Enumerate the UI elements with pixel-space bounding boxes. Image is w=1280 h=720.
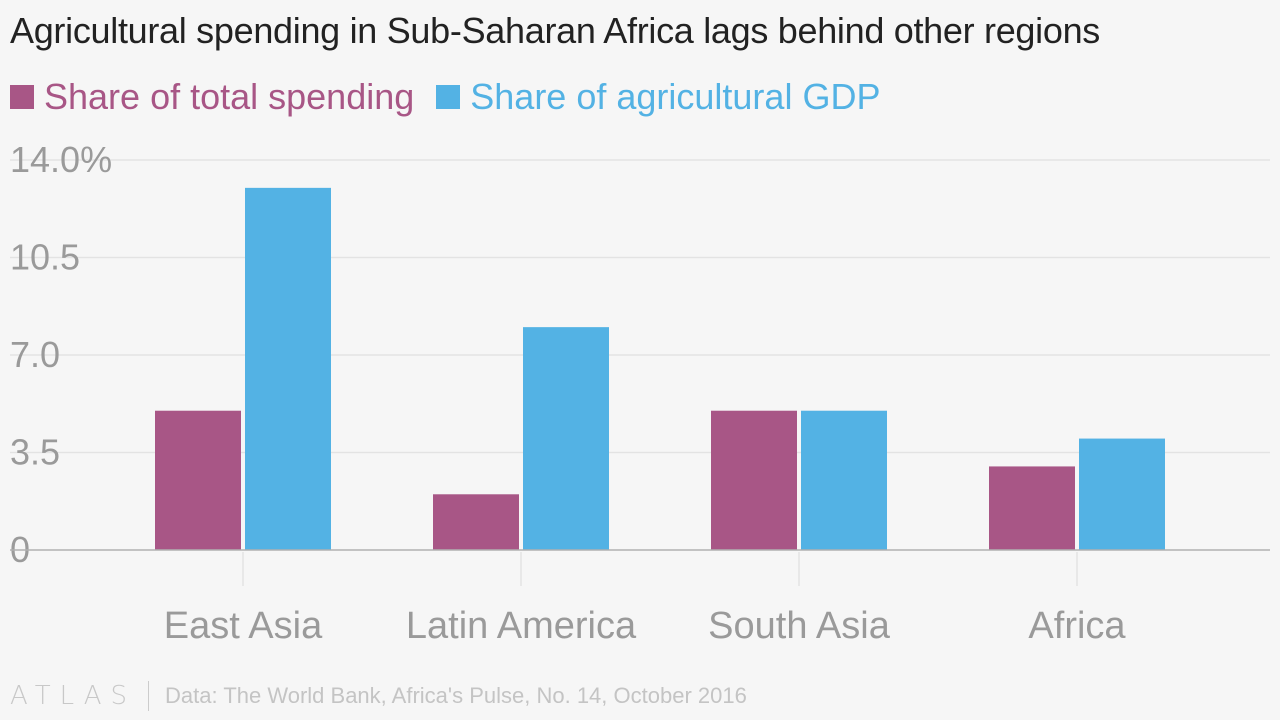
legend: Share of total spending Share of agricul… [10,76,880,118]
legend-item-total-spending: Share of total spending [10,76,414,118]
legend-swatch-agricultural-gdp [436,85,461,109]
gridlines [10,159,1270,454]
legend-label-total-spending: Share of total spending [44,76,415,117]
bar [433,494,519,550]
footer-divider [148,681,150,711]
bars [155,187,1165,550]
footer: ATLAS Data: The World Bank, Africa's Pul… [10,680,747,712]
y-tick-label: 7.0 [10,334,60,375]
atlas-logo: ATLAS [10,681,137,711]
x-tick-label: East Asia [164,605,323,647]
legend-label-agricultural-gdp: Share of agricultural GDP [470,76,881,117]
bar [245,187,331,550]
bar [711,410,797,550]
bar [523,327,609,550]
y-axis-ticks: 03.57.010.514.0% [10,139,112,570]
legend-item-agricultural-gdp: Share of agricultural GDP [436,76,880,118]
chart-title: Agricultural spending in Sub-Saharan Afr… [10,10,1100,51]
y-tick-label: 3.5 [10,432,60,473]
x-tick-label: Latin America [406,605,637,647]
source-note: Data: The World Bank, Africa's Pulse, No… [165,683,747,708]
bar [1079,438,1165,550]
bar [155,410,241,550]
bar [801,410,887,550]
y-tick-label: 14.0% [10,139,112,180]
x-tick-label: Africa [1028,605,1126,647]
y-tick-label: 10.5 [10,237,80,278]
x-tick-label: South Asia [708,605,891,647]
bar [989,466,1075,550]
x-axis-ticks: East Asia Latin America South Asia Africa [164,552,1126,647]
legend-swatch-total-spending [10,85,34,109]
